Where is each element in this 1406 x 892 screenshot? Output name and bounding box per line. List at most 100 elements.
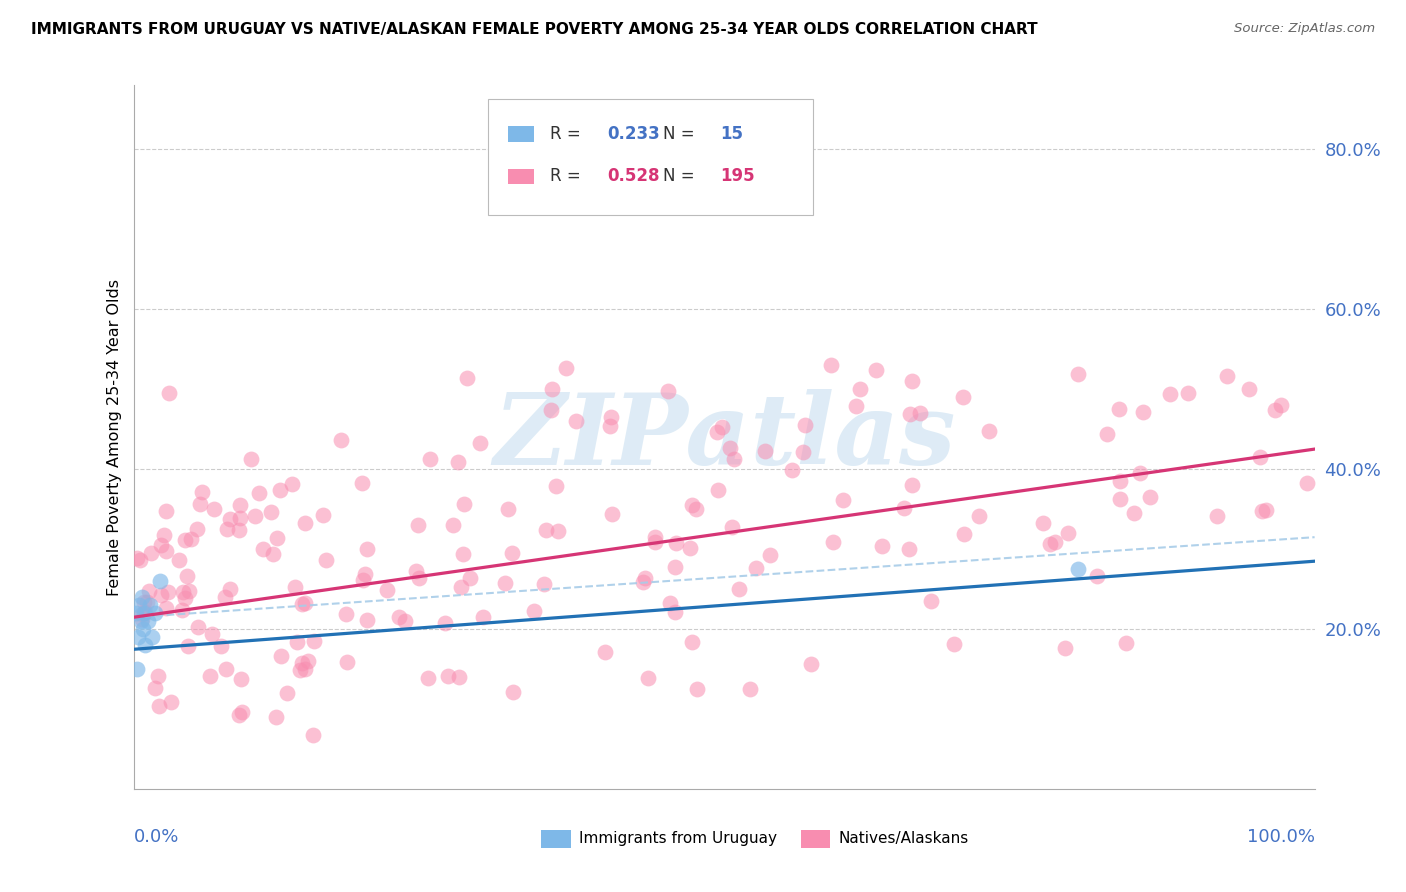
Point [315, 552, 337, 566]
Point [284, 580, 307, 594]
Point [547, 524, 569, 539]
Point [127, 662, 149, 676]
Point [150, 588, 173, 602]
Point [405, 565, 427, 579]
Text: Immigrants from Uruguay: Immigrants from Uruguay [579, 831, 778, 847]
Point [1264, 403, 1286, 417]
Point [679, 541, 702, 556]
Point [356, 541, 378, 556]
Text: R =: R = [551, 125, 586, 143]
Point [664, 560, 686, 574]
Point [898, 541, 921, 556]
Point [186, 522, 208, 536]
Point [723, 451, 745, 466]
Point [160, 695, 183, 709]
Point [1115, 636, 1137, 650]
Point [276, 686, 298, 700]
Point [1206, 509, 1229, 524]
Point [394, 615, 416, 629]
Point [706, 425, 728, 439]
Point [1177, 385, 1199, 400]
Point [523, 604, 546, 618]
Point [148, 698, 170, 713]
Point [664, 605, 686, 619]
Point [128, 552, 150, 566]
Point [600, 409, 623, 424]
Point [534, 523, 557, 537]
Point [682, 634, 704, 648]
Point [900, 478, 922, 492]
Point [215, 522, 238, 536]
Point [1067, 562, 1090, 576]
Point [721, 520, 744, 534]
Point [219, 512, 242, 526]
Point [302, 728, 325, 742]
Point [780, 463, 803, 477]
Point [456, 371, 478, 385]
Point [336, 655, 359, 669]
Point [288, 664, 311, 678]
Point [134, 638, 156, 652]
Text: Source: ZipAtlas.com: Source: ZipAtlas.com [1234, 22, 1375, 36]
Point [544, 479, 567, 493]
Point [494, 576, 516, 591]
FancyBboxPatch shape [801, 830, 831, 848]
Point [329, 433, 352, 447]
Point [356, 613, 378, 627]
Point [600, 507, 623, 521]
Text: 100.0%: 100.0% [1247, 828, 1315, 847]
Point [266, 531, 288, 545]
Point [281, 477, 304, 491]
Point [792, 444, 814, 458]
Point [865, 363, 887, 377]
Point [593, 645, 616, 659]
Point [228, 523, 250, 537]
Point [718, 442, 741, 456]
Point [910, 406, 932, 420]
Point [832, 492, 855, 507]
Point [215, 662, 238, 676]
Point [176, 568, 198, 582]
Point [297, 654, 319, 668]
Point [1045, 535, 1067, 549]
Text: 0.528: 0.528 [607, 168, 659, 186]
Point [138, 583, 160, 598]
Point [131, 612, 153, 626]
Point [335, 607, 357, 621]
Text: 0.0%: 0.0% [134, 828, 179, 847]
Point [942, 637, 965, 651]
Point [1239, 382, 1261, 396]
Point [554, 360, 576, 375]
Point [128, 599, 150, 613]
Point [135, 595, 157, 609]
FancyBboxPatch shape [541, 830, 571, 848]
Point [1122, 506, 1144, 520]
Point [1057, 526, 1080, 541]
Point [150, 539, 173, 553]
Point [418, 671, 440, 685]
Point [264, 710, 287, 724]
Point [845, 399, 868, 413]
Point [136, 614, 159, 628]
Point [143, 681, 166, 696]
Point [127, 550, 149, 565]
Point [131, 591, 153, 605]
Point [239, 452, 262, 467]
Point [139, 599, 162, 613]
Point [209, 639, 232, 653]
Point [644, 530, 666, 544]
Point [127, 630, 149, 644]
Text: IMMIGRANTS FROM URUGUAY VS NATIVE/ALASKAN FEMALE POVERTY AMONG 25-34 YEAR OLDS C: IMMIGRANTS FROM URUGUAY VS NATIVE/ALASKA… [31, 22, 1038, 37]
Point [187, 620, 209, 634]
Point [450, 580, 472, 594]
Point [1139, 490, 1161, 504]
Point [294, 662, 316, 676]
Point [644, 534, 666, 549]
Point [125, 607, 148, 621]
Point [270, 649, 292, 664]
Point [408, 571, 430, 585]
Point [174, 533, 197, 547]
Text: Natives/Alaskans: Natives/Alaskans [838, 831, 969, 847]
Point [540, 403, 562, 417]
Point [434, 616, 457, 631]
